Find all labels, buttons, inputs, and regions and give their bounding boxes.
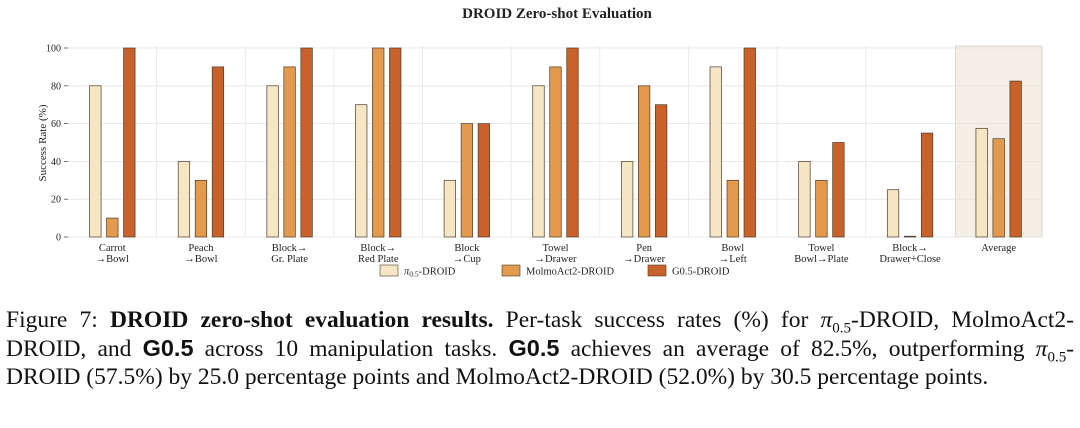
- bar: [798, 161, 811, 238]
- bar: [832, 142, 845, 238]
- figure-caption: Figure 7: DROID zero-shot evaluation res…: [6, 307, 1075, 390]
- x-tick-label: Red Plate: [358, 254, 399, 265]
- y-axis-label: Success Rate (%): [37, 104, 49, 181]
- bar: [372, 47, 385, 238]
- y-tick-label: 80: [51, 81, 61, 92]
- caption-label: Figure 7:: [6, 307, 98, 333]
- bar: [992, 138, 1005, 238]
- bar: [177, 161, 191, 238]
- y-tick-label: 20: [51, 195, 61, 206]
- x-tick-label: Bowl→Plate: [794, 254, 849, 265]
- y-tick-label: 60: [51, 119, 61, 130]
- legend-swatch: [379, 264, 399, 277]
- x-tick-label: →Bowl: [96, 254, 129, 265]
- bar: [123, 47, 136, 238]
- x-tick-label: Bowl: [721, 243, 744, 254]
- bar: [211, 66, 225, 238]
- chart-title: DROID Zero-shot Evaluation: [462, 6, 652, 22]
- model-name: G0.5: [142, 335, 194, 361]
- bar: [532, 85, 545, 238]
- y-tick-label: 100: [46, 44, 61, 55]
- bar: [443, 179, 456, 238]
- x-tick-label: Pen: [636, 243, 653, 254]
- bar: [106, 217, 119, 238]
- x-tick-label: →Left: [719, 254, 747, 265]
- bar: [655, 104, 668, 238]
- x-tick-label: Block→: [892, 243, 928, 254]
- bar: [266, 85, 279, 238]
- bar: [460, 123, 473, 238]
- legend: π0.5-DROID MolmoAct2-DROID G0.5-DROID: [379, 264, 730, 279]
- bar: [886, 189, 900, 238]
- bar: [389, 47, 402, 238]
- bar: [477, 123, 490, 238]
- bar: [549, 66, 562, 238]
- x-tick-label: Towel: [808, 243, 834, 254]
- legend-swatch: [501, 264, 521, 277]
- x-tick-label: Block→: [360, 243, 396, 254]
- x-tick-label: →Drawer: [535, 254, 577, 265]
- bar: [815, 179, 828, 238]
- x-tick-label: Carrot: [99, 243, 126, 254]
- x-tick-label: Block→: [272, 243, 308, 254]
- legend-label: π0.5-DROID: [404, 267, 456, 279]
- y-tick-label: 40: [51, 157, 61, 168]
- bar: [566, 47, 579, 238]
- x-tick-label: →Cup: [453, 254, 481, 265]
- y-tick-label: 0: [56, 233, 61, 244]
- bar: [903, 235, 917, 238]
- x-tick-label: Gr. Plate: [271, 254, 308, 265]
- model-name: G0.5: [508, 335, 560, 361]
- x-tick-label: Towel: [542, 243, 568, 254]
- bar: [638, 85, 651, 238]
- legend-label: G0.5-DROID: [672, 267, 730, 278]
- bar: [621, 161, 634, 238]
- bar: [975, 127, 988, 238]
- bar: [194, 179, 208, 238]
- x-tick-label: →Bowl: [184, 254, 217, 265]
- droid-bar-chart: DROID Zero-shot Evaluation Success Rate …: [37, 6, 1043, 279]
- x-tick-label: →Drawer: [623, 254, 665, 265]
- caption-bold-title: DROID zero-shot evaluation results.: [109, 307, 494, 333]
- bar: [283, 66, 296, 238]
- x-tick-label: Average: [981, 243, 1016, 254]
- x-tick-label: Peach: [188, 243, 214, 254]
- x-tick-label: Block: [454, 243, 480, 254]
- bar: [743, 47, 756, 238]
- bar: [300, 47, 313, 238]
- bar: [1009, 80, 1022, 238]
- legend-swatch: [647, 264, 667, 277]
- x-tick-label: Drawer+Close: [879, 254, 941, 265]
- bar: [709, 66, 722, 238]
- legend-label: MolmoAct2-DROID: [526, 267, 614, 278]
- bar: [89, 85, 102, 238]
- bar: [355, 104, 368, 238]
- bar: [726, 179, 739, 238]
- bar: [920, 132, 934, 238]
